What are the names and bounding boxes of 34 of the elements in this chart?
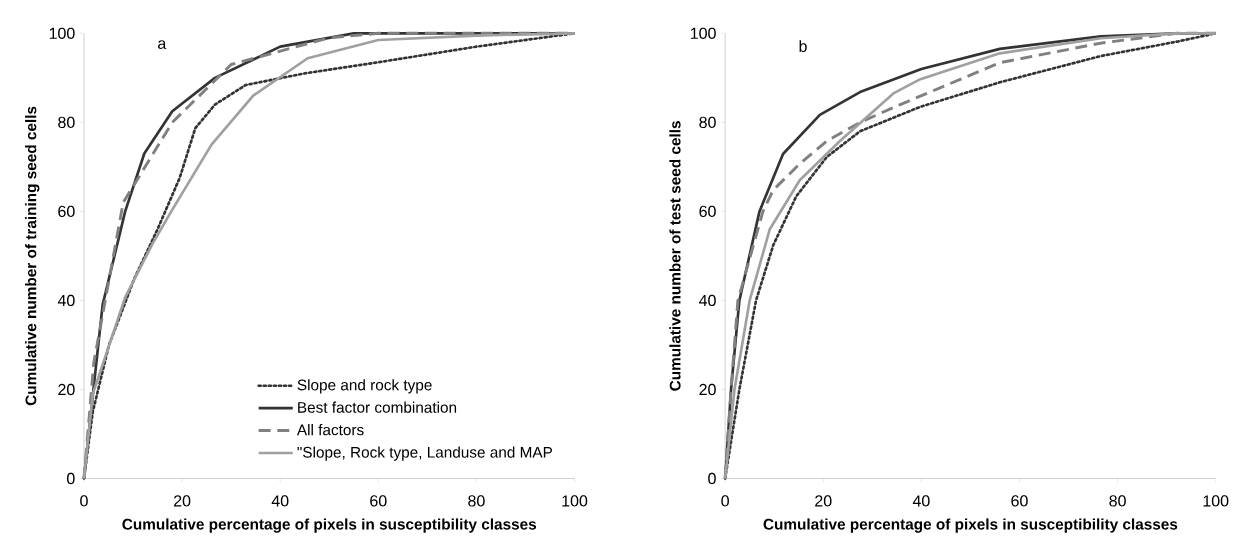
- x-tick-label: 20: [173, 495, 191, 507]
- y-tick-label: 60: [699, 205, 716, 218]
- y-tick-label: 100: [690, 27, 716, 40]
- annotation: b: [799, 40, 807, 53]
- x-axis-title: Cumulative percentage of pixels in susceptibility classes: [122, 518, 537, 533]
- x-tick-label: 80: [1109, 495, 1126, 507]
- x-tick-label: 0: [721, 495, 729, 507]
- y-tick-label: 0: [67, 472, 75, 485]
- x-tick-label: 60: [370, 495, 387, 507]
- legend-label: Best factor combination: [298, 401, 457, 413]
- y-tick-label: 20: [58, 383, 75, 396]
- legend-label: All factors: [296, 424, 364, 436]
- x-axis-title: Cumulative percentage of pixels in susceptibility classes: [763, 518, 1178, 533]
- x-tick-label: 40: [271, 495, 289, 507]
- x-tick-label: 20: [815, 495, 832, 507]
- x-tick-label: 40: [912, 495, 930, 507]
- x-tick-label: 0: [80, 495, 88, 507]
- y-tick-label: 80: [699, 116, 716, 129]
- x-tick-label: 80: [468, 495, 485, 507]
- y-tick-label: 40: [57, 294, 75, 307]
- x-tick-label: 60: [1011, 495, 1028, 507]
- y-tick-label: 40: [699, 294, 716, 307]
- y-axis-title: Cumulative number of test seed cells: [669, 121, 681, 391]
- y-tick-label: 80: [58, 116, 75, 129]
- y-axis-title: Cumulative number of training seed cells: [25, 106, 40, 406]
- y-tick-label: 100: [49, 27, 75, 40]
- legend-label: "Slope, Rock type, Landuse and MAP: [297, 446, 553, 461]
- legend-label: Slope and rock type: [297, 379, 432, 394]
- x-tick-label: 100: [1203, 495, 1229, 507]
- x-tick-label: 100: [562, 495, 588, 507]
- annotation: a: [158, 40, 167, 50]
- y-tick-label: 60: [58, 205, 75, 218]
- y-tick-label: 0: [708, 472, 716, 485]
- y-tick-label: 20: [699, 383, 716, 396]
